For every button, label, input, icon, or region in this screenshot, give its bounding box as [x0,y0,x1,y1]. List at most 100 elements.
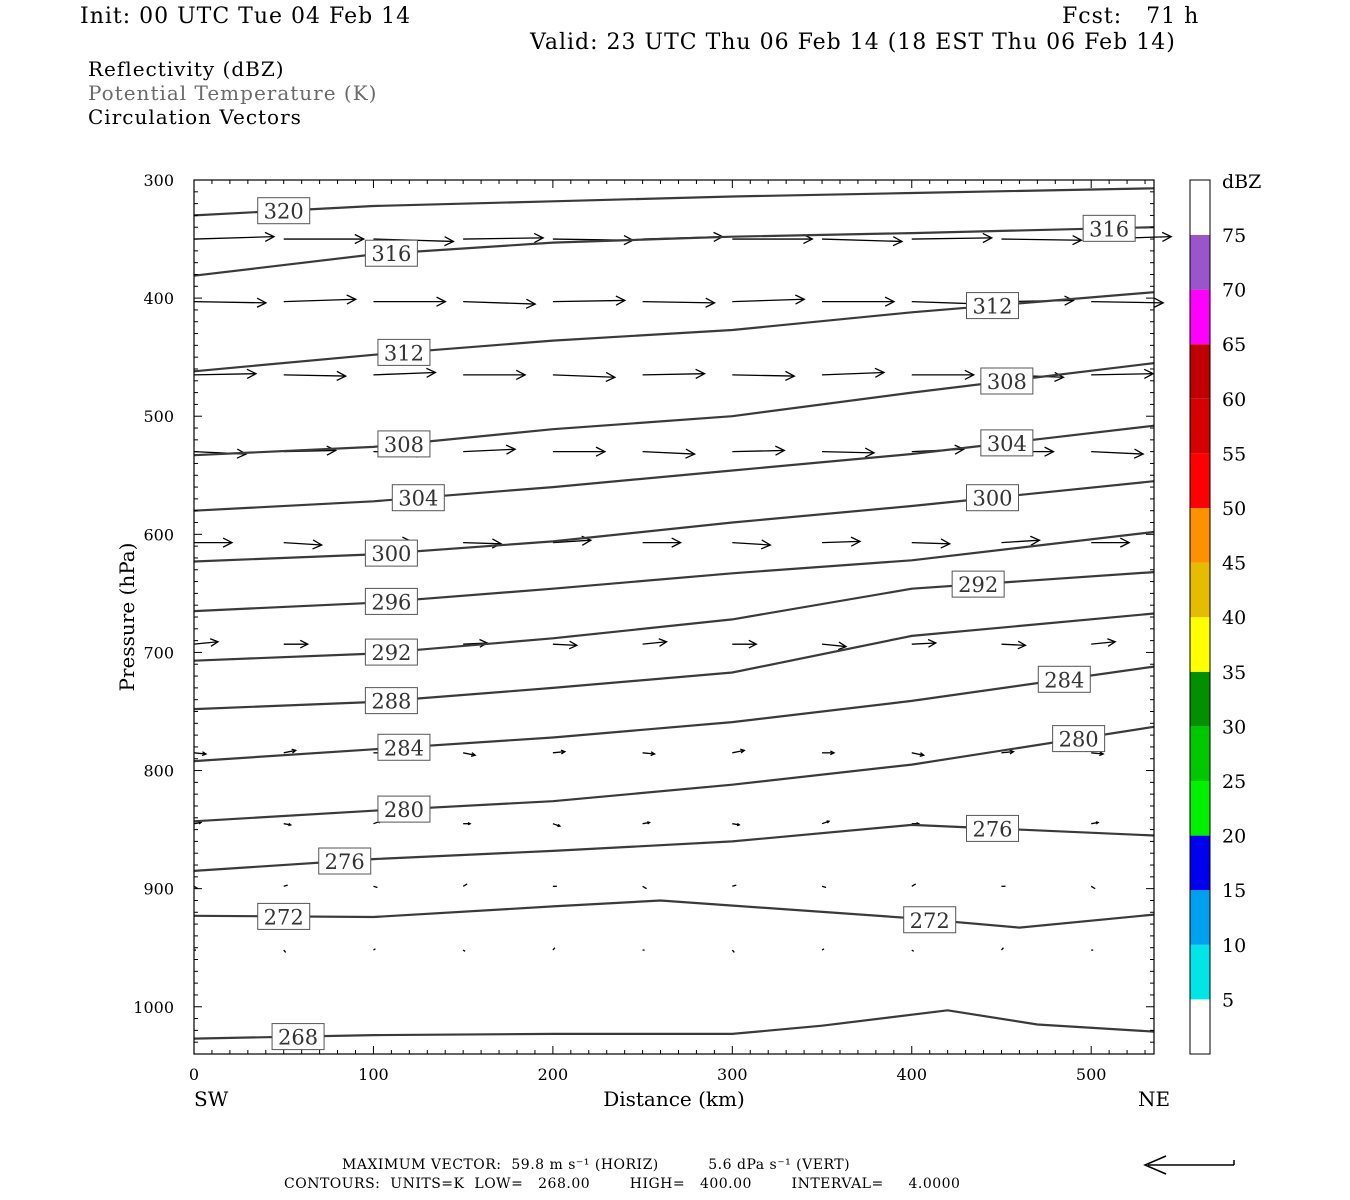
circulation-vector [463,232,545,244]
contour-label-272: 272 [257,902,311,930]
contour-line-284 [193,665,1155,763]
colorbar-tick-label: 65 [1222,334,1246,356]
colorbar-tick-label: 45 [1222,553,1246,575]
init-time: Init: 00 UTC Tue 04 Feb 14 [80,4,412,29]
circulation-vector [821,948,825,951]
svg-text:312: 312 [972,295,1012,319]
circulation-vector [821,885,827,889]
contour-line-316 [193,226,1155,277]
svg-text:288: 288 [371,690,411,714]
contour-label-312: 312 [966,292,1020,320]
contour-label-312: 312 [377,338,431,366]
circulation-vector [911,369,976,380]
contour-label-276: 276 [966,814,1020,842]
circulation-vector [642,751,657,757]
circulation-vector [193,297,268,308]
contour-label-272: 272 [903,906,957,934]
x-tick-label: 100 [358,1065,389,1084]
circulation-vector [283,539,324,550]
circulation-vector [283,949,287,953]
circulation-vector [642,537,683,548]
circulation-vector [194,537,234,548]
contour-line-288 [193,612,1155,711]
svg-text:300: 300 [371,542,411,566]
circulation-vector [642,368,707,379]
y-tick-label: 500 [143,407,174,426]
y-tick-label: 600 [143,525,174,544]
contour-label-284: 284 [1037,665,1091,693]
x-tick-label: 0 [189,1065,199,1084]
footer-contours: CONTOURS: UNITS=K LOW= 268.00 HIGH= 400.… [284,1176,961,1192]
circulation-vector [1091,638,1117,647]
contour-label-304: 304 [980,429,1034,457]
colorbar-tick-label: 25 [1222,771,1246,793]
circulation-vector [552,295,627,306]
circulation-vector [732,884,737,887]
circulation-vector [732,822,741,827]
y-tick-label: 700 [143,643,174,662]
svg-text:276: 276 [325,850,365,874]
svg-text:316: 316 [1089,217,1129,241]
y-tick-label: 900 [143,880,174,899]
circulation-vector [1091,297,1165,308]
y-axis-label: Pressure (hPa) [115,543,139,692]
svg-text:272: 272 [264,905,304,929]
svg-text:304: 304 [398,487,438,511]
svg-text:308: 308 [384,433,424,457]
circulation-vector [463,444,517,455]
svg-text:280: 280 [384,798,424,822]
svg-text:284: 284 [384,736,424,760]
circulation-vector [193,231,276,243]
contour-label-308: 308 [377,430,431,458]
contour-line-308 [193,362,1155,457]
circulation-vector [552,749,567,755]
circulation-vector [462,949,466,952]
circulation-vector [1090,885,1096,890]
contour-line-292 [193,571,1155,662]
circulation-vector [283,639,310,649]
contour-line-312 [193,291,1155,373]
contour-label-304: 304 [391,484,445,512]
circulation-vector [283,294,358,305]
circulation-vector [552,947,556,951]
circulation-vector [821,641,848,651]
y-tick-label: 400 [143,289,174,308]
colorbar-title: dBZ [1222,171,1261,193]
circulation-vector [1001,535,1041,546]
circulation-vector [283,748,298,754]
colorbar-tick-label: 60 [1222,389,1246,411]
colorbar-tick-label: 30 [1222,716,1246,738]
circulation-vector [732,748,746,754]
contour-label-280: 280 [377,795,431,823]
contour-line-304 [193,424,1155,512]
x-tick-label: 400 [896,1065,927,1084]
x-end-label-sw: SW [194,1087,229,1111]
circulation-vector [1091,821,1100,825]
circulation-vector [732,639,758,649]
circulation-vector [911,883,917,887]
circulation-vector [283,822,293,827]
contour-label-316: 316 [1082,214,1136,242]
circulation-vector [373,296,447,307]
x-end-label-ne: NE [1138,1087,1170,1111]
colorbar-segment [1190,289,1210,345]
colorbar-segment [1190,835,1210,891]
colorbar-tick-label: 40 [1222,607,1246,629]
circulation-vector [373,367,437,378]
valid-time: Valid: 23 UTC Thu 06 Feb 14 (18 EST Thu … [530,30,1176,55]
colorbar-segment [1190,617,1210,672]
contour-line-268 [193,1009,1155,1040]
circulation-vector [642,297,717,308]
contour-label-316: 316 [364,239,418,267]
circulation-vector [731,949,735,953]
contour-label-292: 292 [951,570,1005,598]
svg-text:276: 276 [972,817,1012,841]
circulation-vector [463,369,527,380]
colorbar-segment [1190,508,1210,563]
forecast-hour: Fcst: 71 h [1062,4,1200,29]
circulation-vector [822,447,876,458]
svg-text:300: 300 [972,487,1012,511]
colorbar-tick-label: 20 [1222,826,1246,848]
contour-label-280: 280 [1052,725,1106,753]
